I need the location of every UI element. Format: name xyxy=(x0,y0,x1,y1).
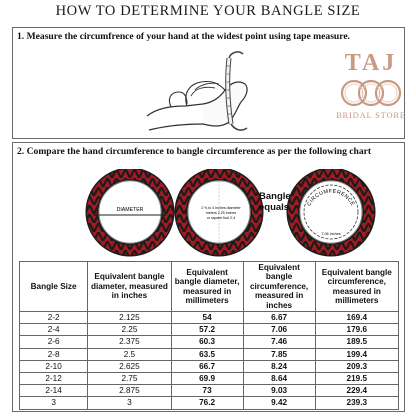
cell-circ-in: 7.46 xyxy=(242,335,316,349)
cell-diameter-mm: 73 xyxy=(170,384,244,398)
step2-panel: 2. Compare the hand circumference to ban… xyxy=(12,142,405,412)
table-row: 2-4 2.25 57.2 7.06 179.6 xyxy=(18,323,400,337)
cell-size: 2-2 xyxy=(18,310,89,325)
hand-measuring-icon xyxy=(146,51,248,131)
cell-circ-in: 6.67 xyxy=(242,310,316,325)
cell-circ-mm: 229.4 xyxy=(314,384,400,398)
cell-diameter-mm: 63.5 xyxy=(170,347,244,361)
bangle-diameter-diagram: DIAMETER xyxy=(85,169,175,257)
cell-size: 2-10 xyxy=(18,359,89,373)
logo-name: TAJ xyxy=(344,50,398,76)
cell-diameter-in: 2.75 xyxy=(87,371,172,386)
cell-size: 2-6 xyxy=(18,335,89,349)
circumference-inner-label: 7.06 inches xyxy=(321,232,341,236)
cell-diameter-in: 2.875 xyxy=(87,384,172,398)
cell-size: 2-8 xyxy=(18,347,89,361)
cell-diameter-mm: 60.3 xyxy=(170,335,244,349)
cell-size: 2-4 xyxy=(18,323,89,337)
cell-circ-mm: 239.3 xyxy=(314,396,400,410)
cell-diameter-mm: 69.9 xyxy=(170,371,244,386)
table-row: 2-8 2.5 63.5 7.85 199.4 xyxy=(18,347,400,361)
step1-panel: 1. Measure the circumfrence of your hand… xyxy=(12,27,405,139)
table-header-row: Bangle Size Equivalent bangle diameter, … xyxy=(18,261,400,312)
cell-diameter-mm: 54 xyxy=(170,310,244,325)
cell-diameter-mm: 76.2 xyxy=(170,396,244,410)
cell-circ-in: 7.85 xyxy=(242,347,316,361)
cell-diameter-in: 2.375 xyxy=(87,335,172,349)
page-title: HOW TO DETERMINE YOUR BANGLE SIZE xyxy=(55,3,361,19)
cell-circ-mm: 209.3 xyxy=(314,359,400,373)
header-circumference-mm: Equivalent bangle circumference, measure… xyxy=(314,261,400,312)
bangle-circumference-diagram: CIRCUMFERENCE 7.06 inches xyxy=(286,169,376,257)
taj-bridal-logo: TAJ BRIDAL STORE xyxy=(326,50,416,145)
table-row: 3 3 76.2 9.42 239.3 xyxy=(18,396,400,410)
bangle-size-diagram: 2 ⅝ to 4 inches diameter meters 2.25 inc… xyxy=(174,169,264,257)
cell-circ-mm: 189.5 xyxy=(314,335,400,349)
bangle-inner-label-1: 2 ⅝ to 4 inches diameter xyxy=(201,206,241,210)
cell-circ-in: 9.42 xyxy=(242,396,316,410)
cell-diameter-in: 2.25 xyxy=(87,323,172,337)
cell-size: 2-12 xyxy=(18,371,89,386)
step2-instruction: 2. Compare the hand circumference to ban… xyxy=(17,146,372,157)
cell-size: 2-14 xyxy=(18,384,89,398)
cell-size: 3 xyxy=(18,396,89,410)
table-row: 2-10 2.625 66.7 8.24 209.3 xyxy=(18,359,400,373)
header-circumference-inches: Equivalent bangle circumference, measure… xyxy=(242,261,316,312)
cell-circ-in: 9.03 xyxy=(242,384,316,398)
cell-diameter-in: 2.125 xyxy=(87,310,172,325)
cell-diameter-mm: 57.2 xyxy=(170,323,244,337)
cell-circ-in: 8.64 xyxy=(242,371,316,386)
bangle-inner-label-3: or square foot 2.4 xyxy=(207,216,235,220)
step1-instruction: 1. Measure the circumfrence of your hand… xyxy=(17,31,351,42)
cell-diameter-mm: 66.7 xyxy=(170,359,244,373)
table-row: 2-12 2.75 69.9 8.64 219.5 xyxy=(18,371,400,386)
bangle-equals-label: Bangle equals xyxy=(259,191,291,213)
bangle-size-table: Bangle Size Equivalent bangle diameter, … xyxy=(18,261,400,410)
logo-tagline: BRIDAL STORE xyxy=(336,110,406,120)
cell-diameter-in: 2.625 xyxy=(87,359,172,373)
bangle-inner-label-2: meters 2.25 inches xyxy=(206,211,237,215)
header-diameter-inches: Equivalent bangle diameter, measured in … xyxy=(87,261,172,312)
header-diameter-mm: Equivalent bangle diameter, measured in … xyxy=(170,261,244,312)
cell-diameter-in: 3 xyxy=(87,396,172,410)
cell-circ-in: 8.24 xyxy=(242,359,316,373)
equals-line-1: Bangle xyxy=(259,191,291,202)
header-bangle-size: Bangle Size xyxy=(18,261,89,312)
cell-circ-mm: 179.6 xyxy=(314,323,400,337)
cell-circ-mm: 219.5 xyxy=(314,371,400,386)
cell-diameter-in: 2.5 xyxy=(87,347,172,361)
rings-icon xyxy=(340,79,402,107)
cell-circ-mm: 199.4 xyxy=(314,347,400,361)
diameter-label: DIAMETER xyxy=(117,207,144,213)
table-row: 2-6 2.375 60.3 7.46 189.5 xyxy=(18,335,400,349)
cell-circ-mm: 169.4 xyxy=(314,310,400,325)
table-row: 2-14 2.875 73 9.03 229.4 xyxy=(18,384,400,398)
equals-line-2: equals xyxy=(259,202,290,213)
bangle-diagrams: DIAMETER 2 ⅝ to 4 inches diameter meters… xyxy=(85,169,376,257)
table-row: 2-2 2.125 54 6.67 169.4 xyxy=(18,310,400,325)
cell-circ-in: 7.06 xyxy=(242,323,316,337)
